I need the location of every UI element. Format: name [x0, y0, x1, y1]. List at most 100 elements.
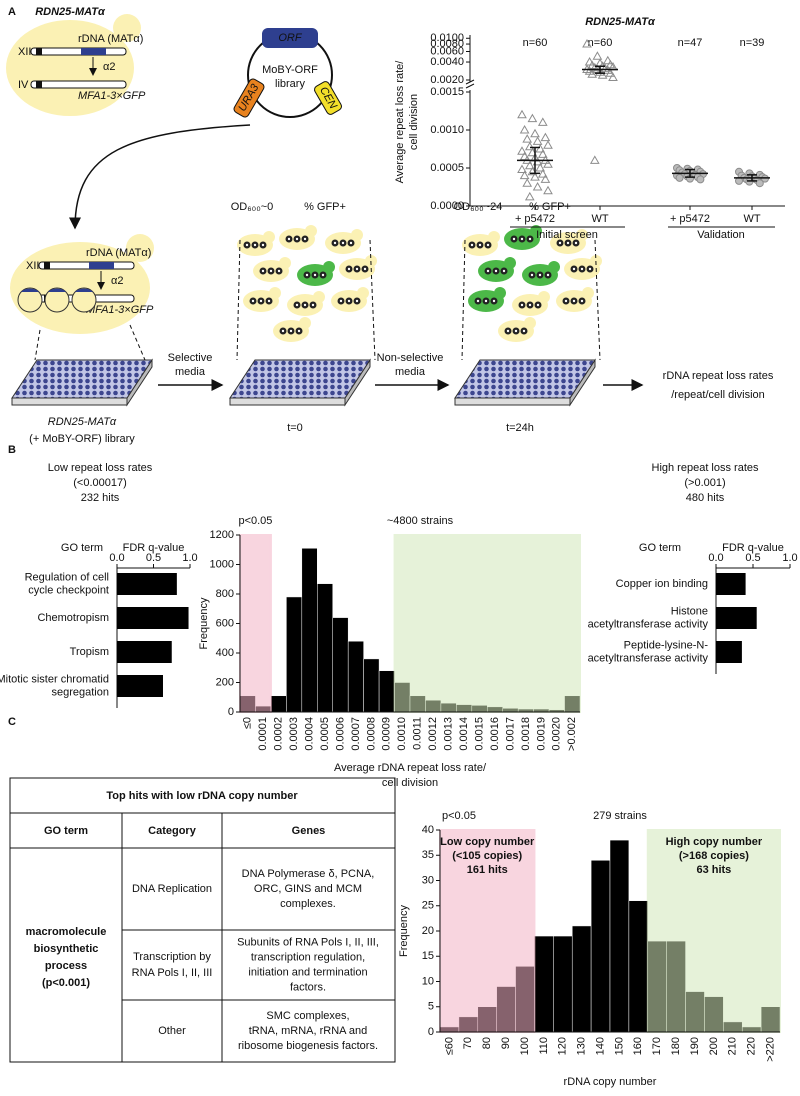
label: 5	[428, 1001, 434, 1013]
label: 0.0005	[430, 162, 464, 174]
plate-side	[11, 397, 128, 406]
plasmid-dot-core	[347, 267, 351, 271]
label: B	[8, 444, 16, 456]
rdna-locus	[89, 262, 114, 269]
data-point	[540, 174, 551, 183]
label: (p<0.001)	[42, 977, 90, 989]
data-point	[524, 191, 535, 201]
plasmid-dot-core	[520, 237, 524, 241]
label: 70	[462, 1037, 474, 1049]
label: (+ MoBY-ORF) library	[29, 433, 135, 445]
label: 0.0001	[257, 717, 269, 751]
plasmid-dot-core	[259, 299, 263, 303]
label: + p5472	[670, 213, 710, 225]
plasmid-dot-core	[341, 241, 345, 245]
bar	[117, 573, 177, 595]
chromosome	[30, 80, 127, 89]
line	[34, 329, 41, 361]
plasmid-dot-core	[580, 267, 584, 271]
label: 0	[428, 1026, 434, 1038]
label: 30	[422, 874, 434, 886]
label: Copper ion binding	[616, 578, 708, 590]
label: acetyltransferase activity	[588, 652, 709, 664]
label: ~4800 strains	[387, 515, 454, 527]
label: biosynthetic	[34, 943, 99, 955]
label: 100	[519, 1037, 531, 1055]
label: 0.0010	[396, 717, 408, 751]
label: Category	[148, 825, 197, 837]
label: Regulation of cell	[25, 571, 109, 583]
label: Tropism	[70, 646, 109, 658]
plasmid-dot-core	[538, 273, 542, 277]
data-point	[543, 185, 553, 195]
data-point	[519, 124, 530, 134]
label: 210	[727, 1037, 739, 1055]
plasmid-dot-core	[588, 267, 592, 271]
plasmid-dot-core	[321, 273, 325, 277]
label: Histone	[671, 605, 708, 617]
label: 232 hits	[81, 492, 120, 504]
plasmid-dot-core	[355, 299, 359, 303]
label: 110	[538, 1037, 550, 1055]
bar	[590, 860, 611, 1033]
yeast-bud	[299, 317, 311, 329]
plasmid-cap	[21, 288, 39, 292]
data-point	[582, 39, 592, 48]
label: 0.0019	[535, 717, 547, 751]
label: 0.0020	[430, 74, 464, 86]
bar	[332, 617, 349, 713]
label: OD₆₀₀~0	[231, 201, 274, 213]
label: 0.0011	[412, 717, 424, 750]
label: Average rDNA repeat loss rate/	[334, 762, 487, 774]
bar	[571, 925, 592, 1033]
plasmid-dot-core	[267, 299, 271, 303]
label: 63 hits	[696, 864, 731, 876]
label: 0.0003	[288, 717, 300, 751]
centromere	[36, 81, 42, 88]
label: cell division	[408, 94, 420, 150]
plasmid-cell	[44, 287, 70, 313]
yeast-bud	[582, 287, 594, 299]
label: 150	[613, 1037, 625, 1055]
data-point	[535, 162, 546, 172]
bar	[317, 583, 333, 713]
threshold-region	[646, 829, 781, 1033]
plasmid-dot-core	[313, 273, 317, 277]
plasmid-dot-core	[486, 269, 490, 273]
label: 279 strains	[593, 810, 647, 822]
label: 0.0040	[430, 56, 464, 68]
data-point	[530, 172, 540, 181]
data-point	[517, 164, 527, 174]
label: t=24h	[506, 422, 534, 434]
label: WT	[743, 213, 760, 225]
plasmid-dot-core	[502, 269, 506, 273]
label: 0.5	[146, 552, 161, 564]
plasmid-dot-core	[546, 273, 550, 277]
bar	[286, 596, 303, 713]
label: RDN25-MATα	[35, 6, 106, 18]
plasmid-dot-core	[347, 299, 351, 303]
label: 0.0014	[458, 717, 470, 751]
label: acetyltransferase activity	[588, 618, 709, 630]
bar	[716, 641, 742, 663]
label: Average repeat loss rate/	[394, 60, 406, 184]
label: rDNA (MATα)	[86, 247, 151, 259]
plasmid-cell	[17, 287, 43, 313]
plate	[229, 359, 371, 399]
plasmid-cell	[71, 287, 97, 313]
label: library	[275, 78, 305, 90]
line	[236, 239, 241, 361]
label: 0.5	[745, 552, 760, 564]
bar	[378, 670, 395, 713]
label: initiation and termination	[248, 966, 367, 978]
data-point	[537, 169, 548, 178]
data-point	[537, 117, 548, 126]
label: MoBY-ORF	[262, 64, 318, 76]
yeast-bud	[524, 317, 536, 329]
data-point	[761, 174, 769, 183]
table-border	[9, 777, 396, 1063]
plasmid-dot-core	[251, 299, 255, 303]
label: GO term	[639, 542, 681, 554]
label: 0.0018	[520, 717, 532, 751]
label: 130	[576, 1037, 588, 1055]
